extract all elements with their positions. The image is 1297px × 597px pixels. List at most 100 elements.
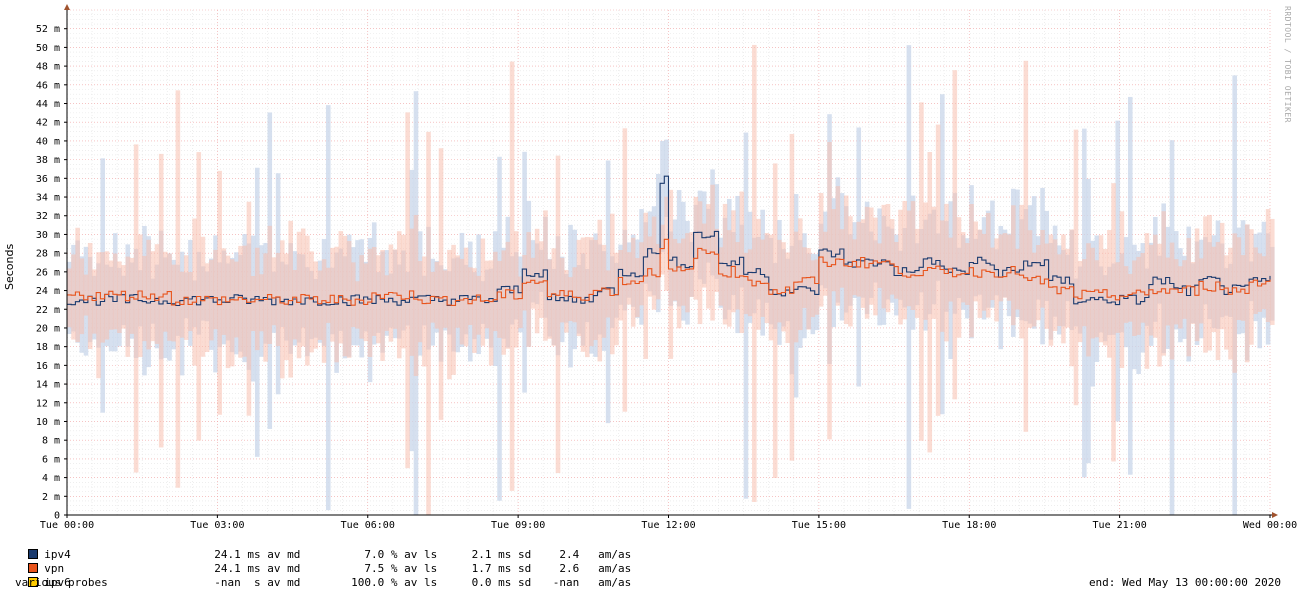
legend-swatch [28, 577, 39, 587]
vpn-smoke-band [192, 218, 197, 366]
vpn-smoke-band [998, 234, 1004, 302]
vpn-smoke-band [505, 241, 511, 349]
vpn-smoke-band [413, 214, 419, 377]
vpn-smoke-band [768, 234, 774, 341]
vpn-smoke-band [697, 201, 703, 325]
y-axis-label: Seconds [3, 243, 16, 290]
legend-swatch [28, 549, 39, 559]
vpn-smoke-band [1203, 216, 1208, 353]
vpn-smoke-band [455, 255, 461, 328]
vpn-smoke-band [651, 216, 657, 310]
vpn-smoke-band [355, 281, 360, 329]
legend-amas-unit: am/as [598, 562, 632, 575]
vpn-smoke-band [367, 248, 373, 357]
y-tick-label: 10 m [36, 417, 60, 428]
vpn-smoke-band [296, 231, 302, 359]
vpn-smoke-band [605, 270, 611, 318]
vpn-smoke-band [79, 258, 85, 335]
legend-median: -nan s av md [214, 576, 301, 589]
x-tick-label: Tue 21:00 [1093, 520, 1147, 531]
vpn-smoke-band [451, 244, 456, 375]
vpn-smoke-band [701, 223, 707, 288]
vpn-smoke-band [204, 263, 210, 353]
vpn-smoke-band [994, 238, 999, 322]
vpn-smoke-band [242, 245, 248, 357]
vpn-smoke-band [618, 250, 623, 321]
vpn-smoke-band [422, 256, 427, 367]
vpn-smoke-band [856, 221, 862, 297]
vpn-smoke-band [747, 249, 753, 317]
vpn-smoke-band [1023, 60, 1029, 432]
legend-name: vpn [44, 562, 65, 575]
vpn-smoke-band [263, 253, 268, 362]
vpn-smoke-band [146, 239, 151, 350]
x-tick-label: Tue 15:00 [792, 520, 846, 531]
vpn-smoke-band [1219, 222, 1225, 330]
vpn-smoke-band [1082, 259, 1087, 327]
y-tick-label: 44 m [36, 99, 60, 110]
vpn-smoke-band [1015, 248, 1020, 310]
vpn-smoke-band [363, 263, 369, 342]
vpn-smoke-band [973, 221, 979, 302]
legend-loss: 7.0 % av ls [364, 548, 438, 561]
vpn-smoke-band [940, 220, 945, 332]
y-tick-label: 50 m [36, 43, 60, 54]
axes [64, 4, 1278, 518]
vpn-smoke-band [639, 242, 644, 306]
ipv4-smoke-band [664, 139, 669, 217]
x-tick-label: Wed 00:00 [1243, 520, 1297, 531]
vpn-smoke-band [476, 275, 481, 335]
vpn-smoke-band [67, 268, 72, 328]
vpn-smoke-band [213, 249, 218, 330]
vpn-smoke-band [526, 232, 532, 347]
vpn-smoke-band [781, 242, 786, 332]
vpn-smoke-band [71, 254, 76, 340]
vpn-smoke-band [1077, 260, 1083, 343]
y-tick-label: 48 m [36, 62, 60, 73]
y-tick-label: 28 m [36, 249, 60, 260]
vpn-smoke-band [188, 271, 193, 332]
vpn-smoke-band [158, 153, 164, 448]
vpn-smoke-band [726, 230, 732, 327]
vpn-smoke-band [977, 229, 983, 318]
vpn-smoke-band [92, 269, 97, 334]
ipv4-smoke-band [743, 132, 749, 499]
vpn-smoke-band [221, 248, 227, 335]
vpn-smoke-band [660, 224, 665, 275]
vpn-smoke-band [1198, 258, 1204, 324]
vpn-smoke-band [902, 200, 907, 320]
vpn-smoke-band [685, 233, 690, 313]
vpn-smoke-band [990, 247, 995, 301]
vpn-smoke-band [497, 260, 502, 338]
vpn-smoke-band [827, 141, 832, 440]
legend-sd: 2.1 ms sd [471, 548, 532, 561]
vpn-smoke-band [405, 112, 410, 469]
vpn-smoke-band [330, 247, 335, 342]
y-tick-label: 18 m [36, 342, 60, 353]
vpn-smoke-band [735, 242, 740, 310]
vpn-smoke-band [935, 124, 941, 416]
vpn-smoke-band [635, 258, 640, 318]
footer-probes-label: various probes [15, 576, 108, 589]
vpn-smoke-band [614, 252, 619, 346]
vpn-smoke-band [894, 241, 899, 299]
vpn-smoke-band [1027, 230, 1033, 328]
vpn-smoke-band [1098, 235, 1104, 343]
legend-swatch [28, 563, 39, 573]
vpn-smoke-band [1153, 234, 1158, 338]
y-tick-labels: 0 2 m 4 m 6 m 8 m 10 m 12 m 14 m 16 m 18 m 20 m 22 … [36, 24, 67, 522]
vpn-smoke-band [142, 255, 147, 342]
vpn-smoke-band [430, 271, 435, 323]
vpn-smoke-band [1182, 260, 1187, 319]
y-tick-label: 46 m [36, 80, 60, 91]
vpn-smoke-band [300, 228, 306, 347]
vpn-smoke-band [493, 251, 498, 332]
vpn-smoke-band [823, 231, 828, 296]
vpn-smoke-band [664, 196, 669, 291]
vpn-smoke-band [760, 239, 765, 317]
vpn-smoke-band [1123, 266, 1129, 323]
vpn-smoke-band [1061, 234, 1066, 344]
vpn-smoke-band [543, 210, 548, 341]
vpn-smoke-band [1261, 256, 1267, 310]
legend-median: 24.1 ms av md [214, 562, 301, 575]
